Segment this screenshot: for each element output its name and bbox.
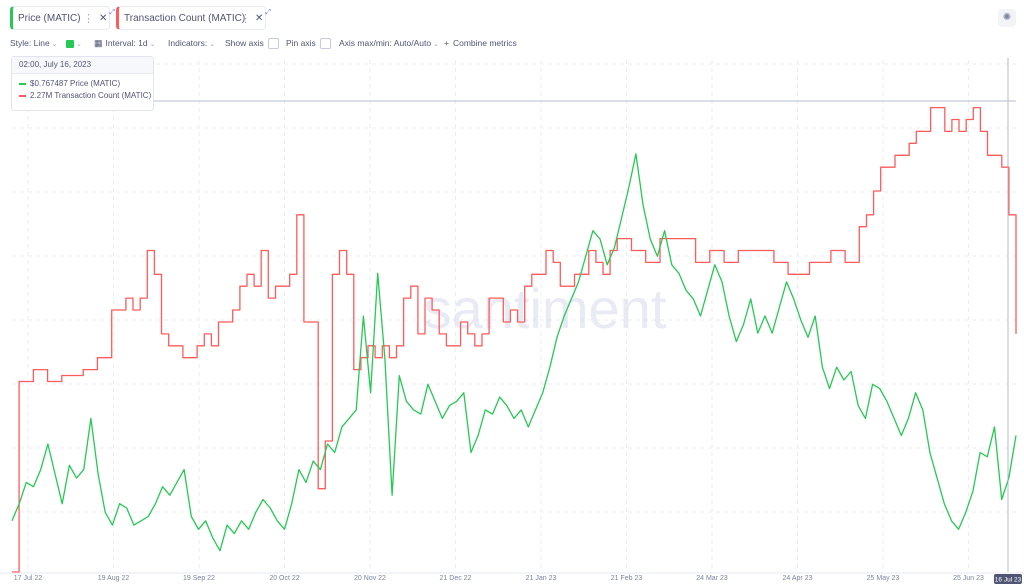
chart-tooltip: 02:00, July 16, 2023 $0.767487 Price (MA… (11, 56, 154, 111)
x-tick-label: 17 Jul 22 (14, 575, 43, 582)
x-tick-label: 20 Oct 22 (269, 575, 299, 582)
style-dropdown[interactable]: Style: Line ⌄ (10, 36, 58, 52)
x-tick-label: 20 Nov 22 (354, 575, 386, 582)
x-tick-label: 25 May 23 (867, 575, 900, 582)
series-line (11, 153, 1017, 552)
axis-minmax-label: Axis max/min: Auto/Auto (339, 38, 432, 48)
color-swatch (66, 39, 74, 48)
pin-axis-checkbox[interactable] (319, 38, 331, 50)
link-icon: ⤢ (265, 9, 271, 16)
show-axis-checkbox[interactable] (267, 38, 279, 50)
axis-minmax-dropdown[interactable]: Axis max/min: Auto/Auto ⌄ (339, 36, 439, 52)
watermark: santiment (424, 277, 667, 340)
price-legend-swatch (19, 83, 26, 85)
metric-tab-transaction-count[interactable]: Transaction Count (MATIC) ⋮ ✕ ⤢ (116, 6, 271, 30)
chart-grid (12, 60, 1016, 572)
kebab-icon[interactable]: ⋮ (83, 13, 94, 25)
x-tick-label: 21 Dec 22 (440, 575, 472, 582)
tooltip-tx-row: 2.27M Transaction Count (MATIC) (19, 91, 151, 101)
show-axis-toggle[interactable]: Show axis (225, 36, 279, 50)
tooltip-price-text: $0.767487 Price (MATIC) (30, 79, 121, 88)
metric-tab-price[interactable]: Price (MATIC) ⋮ ✕ ⤢ (10, 6, 115, 30)
pin-axis-toggle[interactable]: Pin axis (286, 36, 331, 50)
x-tick-label: 24 Apr 23 (783, 575, 813, 582)
plus-icon: + (444, 38, 449, 48)
metric-tab-price-label: Price (MATIC) (18, 13, 81, 24)
indicators-label: Indicators: (168, 38, 208, 48)
x-tick-label: 19 Sep 22 (183, 575, 215, 582)
series-transaction-count (12, 106, 1017, 573)
indicators-dropdown[interactable]: Indicators: ⌄ (168, 36, 215, 52)
gear-icon[interactable]: ✺ (998, 9, 1016, 27)
metric-tab-transaction-count-label: Transaction Count (MATIC) (124, 13, 246, 24)
show-axis-label: Show axis (225, 38, 264, 48)
pin-axis-label: Pin axis (286, 38, 316, 48)
x-highlight-badge (994, 574, 1022, 584)
interval-dropdown[interactable]: ▦ Interval: 1d ⌄ (94, 36, 155, 52)
x-axis: 17 Jul 22 19 Aug 22 19 Sep 22 20 Oct 22 20 N… (0, 572, 1024, 584)
chevron-down-icon: ⌄ (209, 41, 216, 48)
calendar-icon: ▦ (94, 38, 103, 48)
color-picker[interactable]: ⌄ (66, 36, 82, 52)
chevron-down-icon: ⌄ (76, 41, 82, 48)
chevron-down-icon: ⌄ (51, 41, 58, 48)
x-tick-label: 24 Mar 23 (696, 575, 728, 582)
tooltip-tx-text: 2.27M Transaction Count (MATIC) (30, 91, 152, 100)
combine-metrics-label: Combine metrics (452, 38, 517, 48)
close-icon[interactable]: ✕ (255, 13, 264, 24)
series-line (12, 106, 1017, 573)
x-tick-label: 21 Feb 23 (611, 575, 643, 582)
crosshair (12, 58, 1016, 572)
chevron-down-icon: ⌄ (433, 41, 439, 48)
tooltip-price-row: $0.767487 Price (MATIC) (19, 79, 120, 89)
interval-label: Interval: 1d (105, 38, 148, 48)
x-highlight-label: 16 Jul 23 (995, 577, 1022, 584)
kebab-icon[interactable]: ⋮ (240, 13, 251, 25)
x-tick-label: 25 Jun 23 (953, 575, 984, 582)
style-label: Style: Line (10, 38, 50, 48)
series-price (11, 153, 1017, 552)
x-tick-label: 19 Aug 22 (98, 575, 130, 582)
combine-metrics-button[interactable]: + Combine metrics (444, 36, 517, 50)
chevron-down-icon: ⌄ (149, 41, 156, 48)
link-icon: ⤢ (109, 9, 115, 16)
tx-legend-swatch (19, 95, 26, 97)
close-icon[interactable]: ✕ (99, 13, 108, 24)
x-tick-label: 21 Jan 23 (526, 575, 557, 582)
tooltip-date: 02:00, July 16, 2023 (12, 57, 153, 74)
